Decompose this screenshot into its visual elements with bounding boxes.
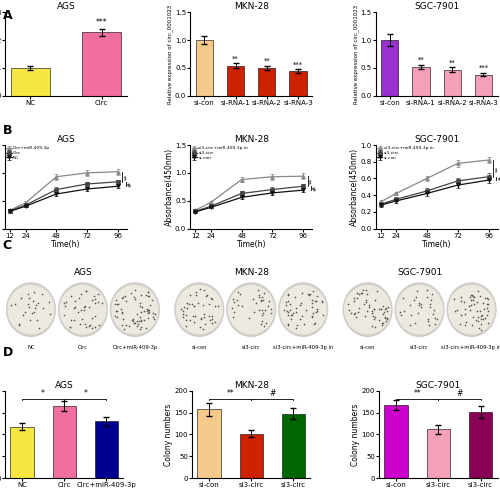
Text: **: ** [418, 57, 424, 63]
Y-axis label: Relative expression of circ_0001023: Relative expression of circ_0001023 [353, 4, 359, 103]
Title: SGC-7901: SGC-7901 [414, 2, 459, 11]
Text: #: # [456, 389, 462, 398]
Ellipse shape [60, 285, 106, 334]
Text: #: # [128, 182, 132, 186]
Title: AGS: AGS [55, 381, 74, 390]
Bar [282, 413, 305, 478]
Y-axis label: Colony numbers: Colony numbers [164, 403, 173, 466]
Text: ***: *** [293, 61, 303, 67]
Title: MKN-28: MKN-28 [234, 2, 269, 11]
Text: ***: *** [96, 18, 108, 27]
Text: C: C [2, 239, 12, 252]
Bar [426, 429, 450, 478]
Title: AGS: AGS [74, 268, 92, 277]
Text: Circ: Circ [78, 345, 88, 349]
Bar [475, 75, 492, 96]
Title: MKN-28: MKN-28 [234, 268, 269, 277]
Text: #: # [313, 185, 318, 191]
Text: **: ** [264, 58, 270, 64]
Y-axis label: Colony numbers: Colony numbers [351, 403, 360, 466]
Ellipse shape [396, 285, 442, 334]
Ellipse shape [228, 285, 274, 334]
Ellipse shape [58, 283, 108, 336]
Text: si-con: si-con [360, 345, 376, 349]
Ellipse shape [112, 285, 158, 334]
Ellipse shape [175, 283, 224, 336]
Legend: Circ+miR-409-3p, Circ, NC: Circ+miR-409-3p, Circ, NC [6, 146, 51, 161]
Title: AGS: AGS [56, 2, 76, 11]
Ellipse shape [6, 283, 56, 336]
Text: D: D [2, 346, 13, 360]
Ellipse shape [447, 283, 496, 336]
Bar [82, 32, 122, 96]
Text: B: B [2, 124, 12, 138]
Bar [258, 68, 276, 96]
Text: **: ** [449, 60, 456, 66]
Text: #: # [498, 176, 500, 181]
Ellipse shape [176, 285, 222, 334]
Title: SGC-7901: SGC-7901 [416, 381, 461, 390]
Bar [227, 66, 244, 96]
Title: SGC-7901: SGC-7901 [414, 135, 459, 144]
Bar [10, 427, 34, 478]
Bar [469, 412, 492, 478]
X-axis label: Time(h): Time(h) [422, 240, 452, 249]
Text: ***: *** [478, 65, 488, 71]
Bar [196, 40, 213, 96]
Bar [444, 70, 460, 96]
Title: AGS: AGS [56, 135, 76, 144]
Ellipse shape [280, 285, 326, 334]
Text: si3-circ+miR-409-3p in: si3-circ+miR-409-3p in [442, 345, 500, 349]
Ellipse shape [448, 285, 494, 334]
X-axis label: Time(h): Time(h) [236, 240, 266, 249]
Bar [10, 68, 50, 96]
Bar [290, 71, 306, 96]
Title: SGC-7901: SGC-7901 [397, 268, 442, 277]
Bar [52, 406, 76, 478]
Text: **: ** [414, 389, 421, 398]
Ellipse shape [279, 283, 328, 336]
Ellipse shape [345, 285, 391, 334]
Ellipse shape [8, 285, 54, 334]
Text: **: ** [310, 178, 314, 184]
Text: **: ** [124, 174, 130, 180]
Text: *: * [84, 389, 87, 398]
X-axis label: Time(h): Time(h) [51, 240, 80, 249]
Text: NC: NC [27, 345, 34, 349]
Y-axis label: Absorbance(450nm): Absorbance(450nm) [350, 148, 359, 226]
Ellipse shape [395, 283, 444, 336]
Text: Circ+miR-409-3p: Circ+miR-409-3p [112, 345, 158, 349]
Text: **: ** [495, 165, 500, 171]
Title: MKN-28: MKN-28 [234, 135, 269, 144]
Y-axis label: Relative expression of circ_0001023: Relative expression of circ_0001023 [168, 4, 173, 103]
Ellipse shape [227, 283, 276, 336]
Text: *: * [41, 389, 45, 398]
Ellipse shape [343, 283, 392, 336]
Ellipse shape [110, 283, 160, 336]
Title: MKN-28: MKN-28 [234, 381, 269, 390]
Text: si3-circ: si3-circ [410, 345, 429, 349]
Bar [198, 409, 220, 478]
Bar [95, 421, 118, 478]
Bar [384, 405, 407, 478]
Text: si3-circ+miR-409-3p in: si3-circ+miR-409-3p in [273, 345, 334, 349]
Text: A: A [2, 9, 12, 22]
Legend: si3-circ+miR-409-3p in, si3-circ, si-con: si3-circ+miR-409-3p in, si3-circ, si-con [376, 146, 434, 161]
Text: **: ** [232, 56, 239, 62]
Y-axis label: Absorbance(450nm): Absorbance(450nm) [164, 148, 173, 226]
Bar [381, 40, 398, 96]
Text: **: ** [226, 389, 234, 398]
Text: #: # [269, 389, 276, 398]
Bar [412, 67, 430, 96]
Bar [240, 434, 263, 478]
Legend: si3-circ+miR-409-3p in, si3-circ, si-con: si3-circ+miR-409-3p in, si3-circ, si-con [191, 146, 248, 161]
Text: si3-circ: si3-circ [242, 345, 260, 349]
Text: si-con: si-con [192, 345, 207, 349]
